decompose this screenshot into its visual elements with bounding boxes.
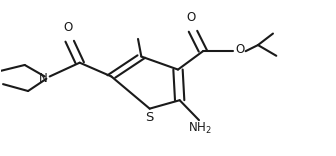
Text: O: O [64,21,73,34]
Text: O: O [236,43,245,56]
Text: O: O [187,11,196,24]
Text: NH$_2$: NH$_2$ [188,121,212,136]
Text: N: N [39,71,48,85]
Text: S: S [145,111,154,124]
